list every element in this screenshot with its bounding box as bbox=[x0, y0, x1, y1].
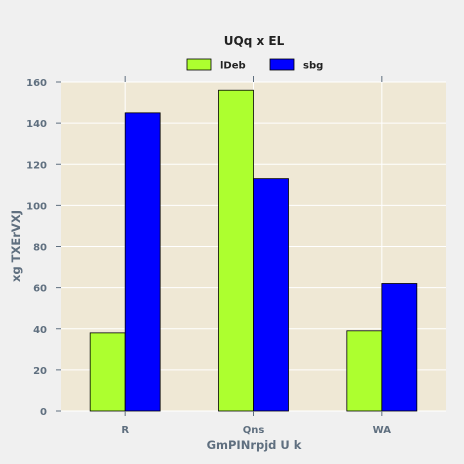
bar-sbg-R bbox=[124, 112, 161, 412]
legend-label-sbg: sbg bbox=[303, 61, 323, 72]
legend-swatch-sbg bbox=[269, 58, 295, 71]
x-tick-label: WA bbox=[373, 425, 392, 436]
y-tick-label: 100 bbox=[26, 201, 47, 212]
bar-lDeb-R bbox=[89, 332, 126, 412]
x-axis-label: GmPINrpjd U k bbox=[207, 438, 302, 452]
chart-title: UQq x EL bbox=[224, 34, 285, 48]
legend-swatch-lDeb bbox=[186, 58, 212, 71]
bar-lDeb-Qns bbox=[218, 89, 254, 412]
y-tick-label: 0 bbox=[40, 407, 47, 418]
y-tick-label: 160 bbox=[26, 78, 47, 89]
x-tick-label: Qns bbox=[243, 425, 265, 436]
y-axis-label: xg TXErVXJ bbox=[9, 210, 23, 282]
bar-lDeb-WA bbox=[346, 330, 383, 412]
y-tick-label: 40 bbox=[33, 325, 47, 336]
y-tick-label: 60 bbox=[33, 284, 47, 295]
y-tick-label: 140 bbox=[26, 119, 47, 130]
y-tick-label: 120 bbox=[26, 160, 47, 171]
bars bbox=[89, 89, 418, 412]
legend: lDeb sbg bbox=[186, 58, 323, 72]
y-tick-label: 80 bbox=[33, 243, 47, 254]
x-tick-label: R bbox=[121, 425, 129, 436]
bar-sbg-Qns bbox=[253, 178, 289, 412]
bar-sbg-WA bbox=[381, 283, 418, 412]
legend-label-lDeb: lDeb bbox=[220, 61, 246, 72]
y-tick-label: 20 bbox=[33, 366, 47, 377]
axis-ticks: 0 20 40 60 80 100 120 140 160 R Qns WA bbox=[26, 76, 391, 436]
